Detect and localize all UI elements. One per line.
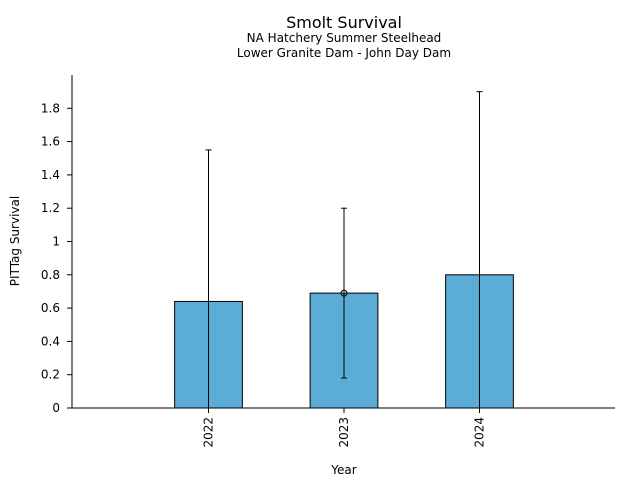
y-axis-label: PITTag Survival	[8, 196, 22, 286]
chart-title: Smolt Survival	[286, 13, 402, 32]
x-ticks: 2022 2023 2024	[202, 408, 487, 448]
y-tick-label-0.4: 0.4	[41, 334, 60, 348]
y-ticks: 0 0.2 0.4 0.6 0.8 1 1.2 1.4 1.6 1.8	[41, 101, 72, 415]
x-axis-label: Year	[330, 463, 356, 477]
y-tick-label-0: 0	[52, 401, 60, 415]
chart-subtitle-line-2: Lower Granite Dam - John Day Dam	[237, 46, 451, 60]
chart-subtitle-line-1: NA Hatchery Summer Steelhead	[247, 31, 442, 45]
y-tick-label-0.6: 0.6	[41, 301, 60, 315]
x-tick-label-2023: 2023	[337, 417, 351, 448]
x-tick-label-2024: 2024	[473, 417, 487, 448]
y-tick-label-1.6: 1.6	[41, 135, 60, 149]
y-tick-label-0.8: 0.8	[41, 268, 60, 282]
y-tick-label-1: 1	[52, 235, 60, 249]
point-marker-2023	[340, 289, 348, 297]
y-tick-label-1.2: 1.2	[41, 201, 60, 215]
y-tick-label-1.8: 1.8	[41, 101, 60, 115]
y-tick-label-0.2: 0.2	[41, 368, 60, 382]
x-tick-label-2022: 2022	[202, 417, 216, 448]
y-tick-label-1.4: 1.4	[41, 168, 60, 182]
error-bars-layer	[205, 91, 483, 408]
